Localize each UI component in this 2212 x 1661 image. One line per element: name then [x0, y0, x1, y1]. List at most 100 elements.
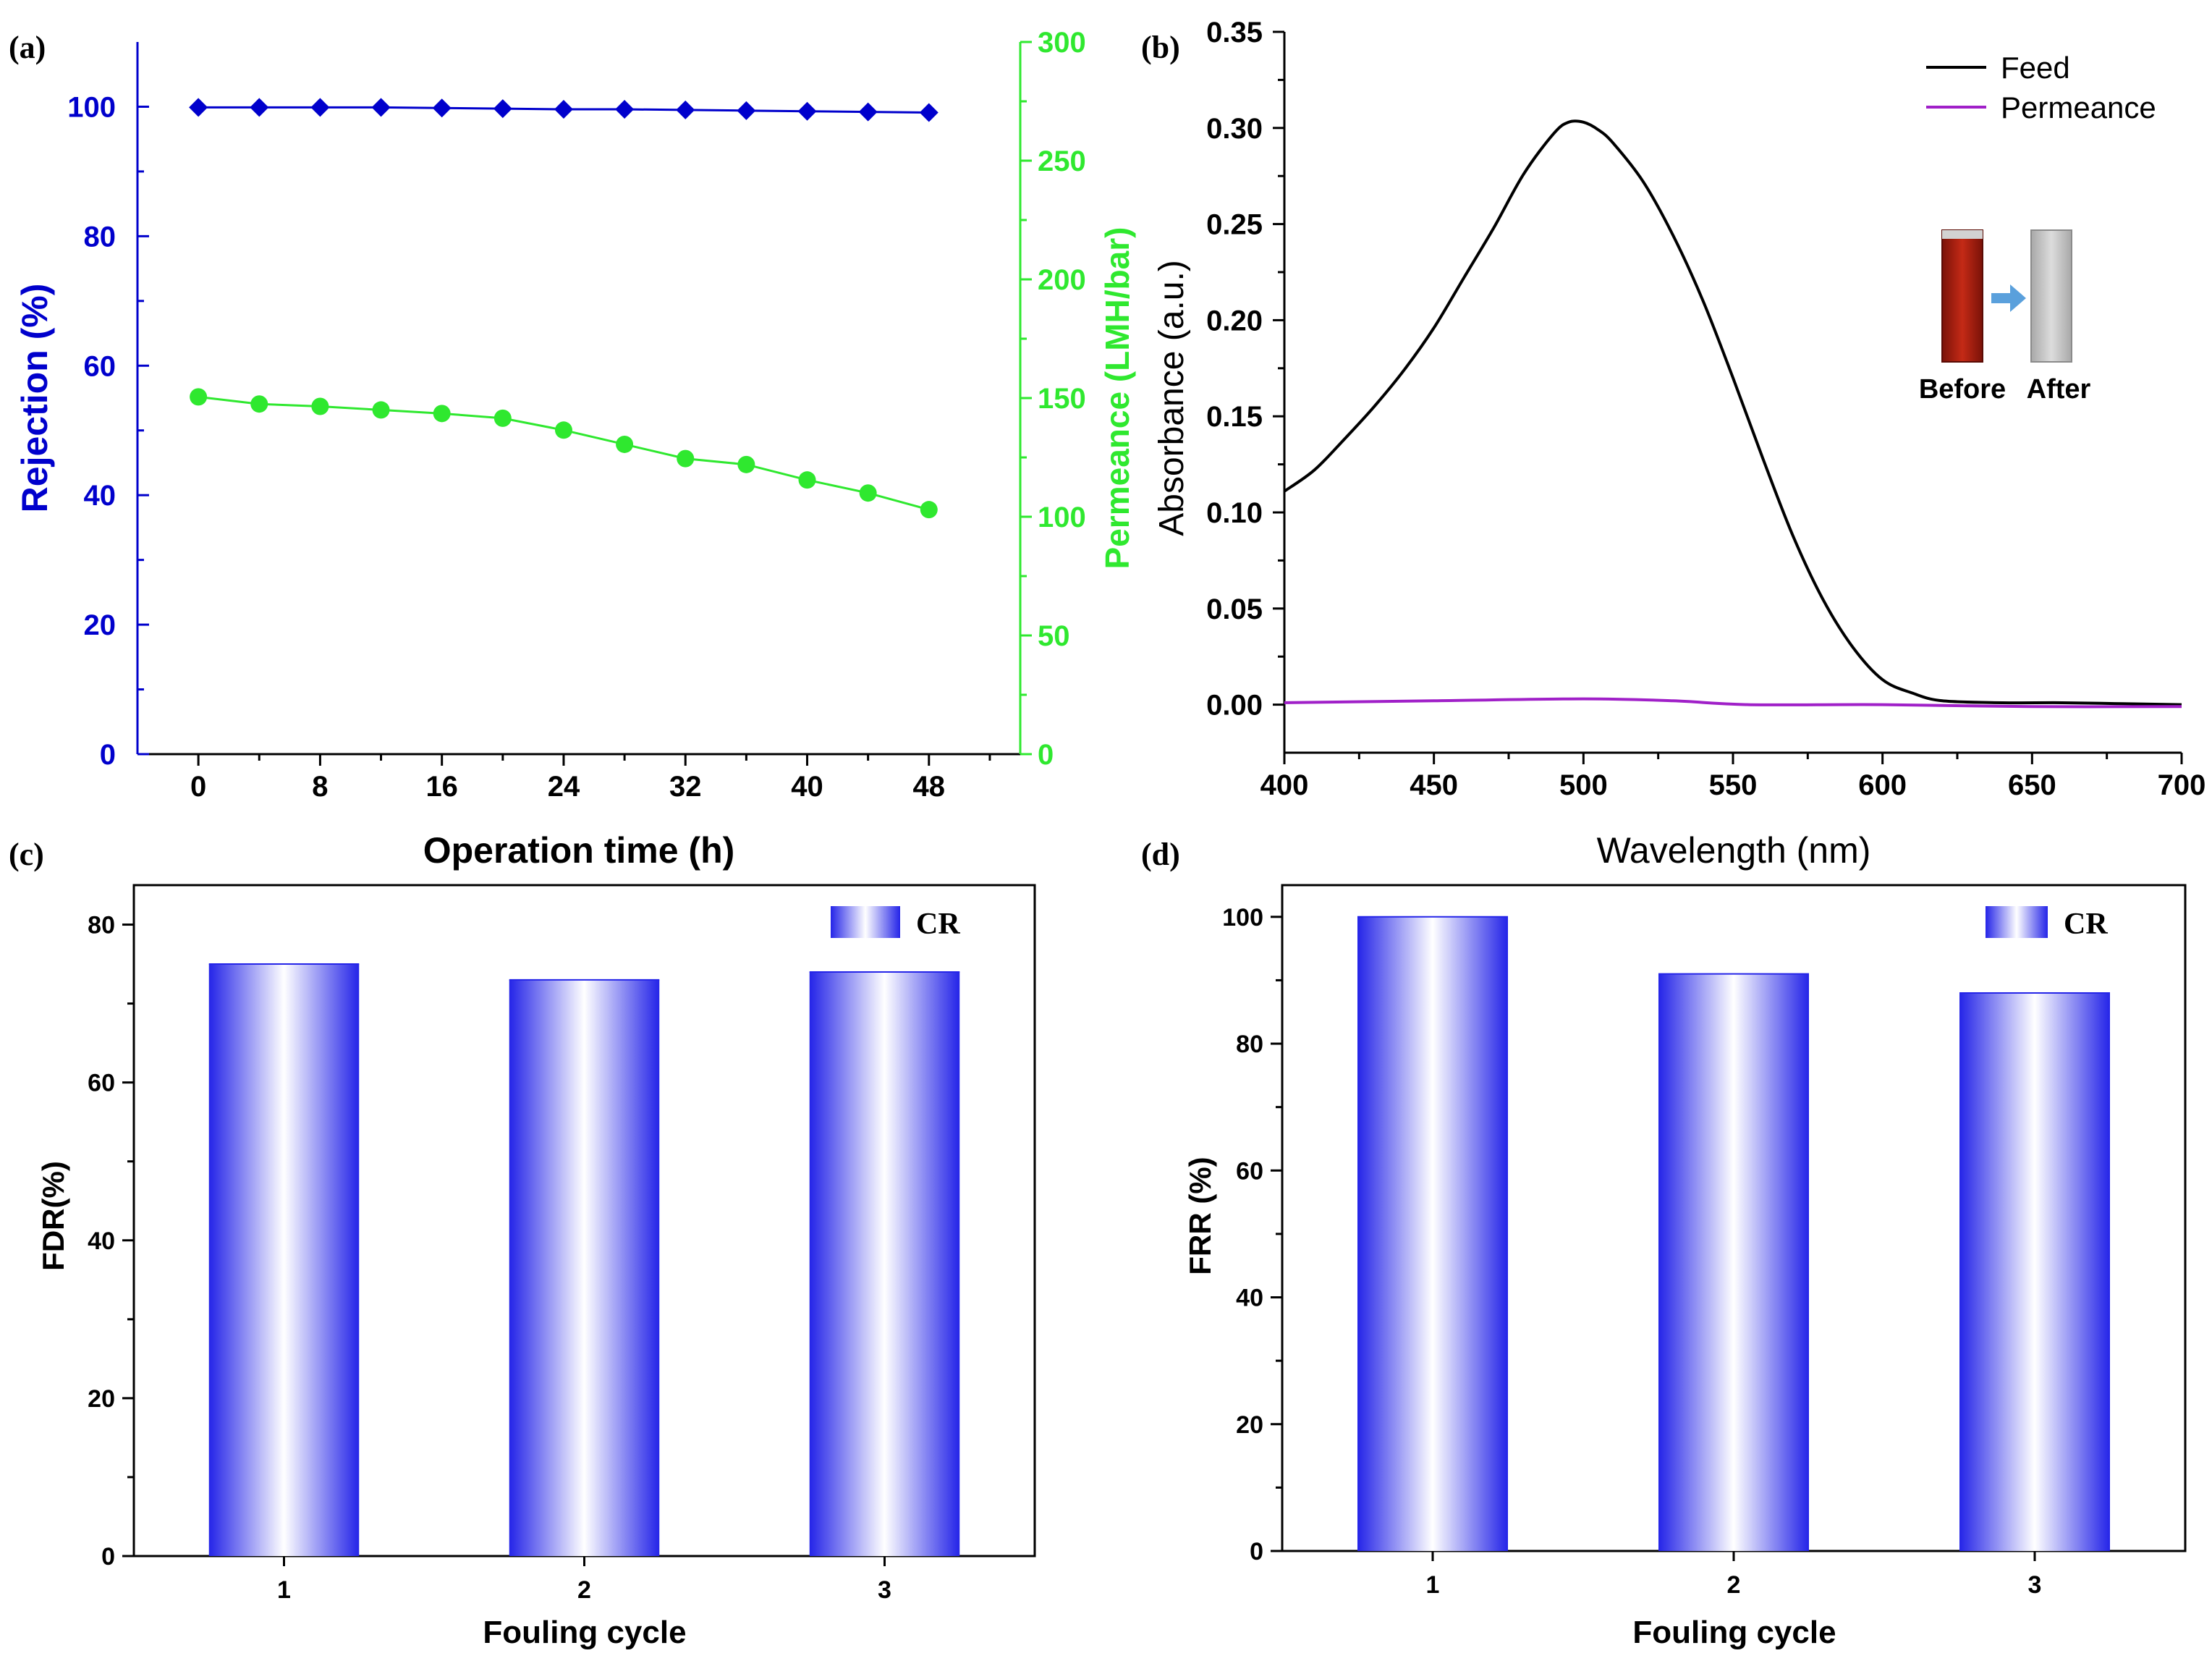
- rejection-point: [432, 98, 452, 118]
- panel-b-x-tick-label: 600: [1858, 769, 1907, 801]
- panel-c-bar: [809, 971, 960, 1556]
- rejection-point: [676, 100, 695, 119]
- permeance-point: [616, 435, 634, 453]
- panel-a-y2-axis-label: Permeance (LMH/bar): [1098, 227, 1136, 570]
- panel-d-bar: [1357, 916, 1508, 1551]
- permeance-point: [493, 409, 512, 427]
- panel-c-legend: CR: [831, 906, 960, 941]
- panel-a-x-tick-label: 0: [190, 771, 206, 803]
- inset-label-before: Before: [1919, 374, 2006, 405]
- panel-a-y-tick-label: 40: [84, 480, 116, 512]
- panel-d-y-tick-label: 100: [1222, 904, 1263, 931]
- panel-b-y-tick-label: 0.10: [1206, 497, 1263, 529]
- panel-a-y-tick-label: 60: [84, 350, 116, 382]
- permeance-point: [190, 388, 208, 406]
- panel-c-x-tick-label: 3: [878, 1576, 891, 1604]
- rejection-point: [554, 100, 573, 119]
- panel-d-y-tick-label: 0: [1250, 1538, 1263, 1565]
- panel-a-x-tick-label: 16: [425, 771, 458, 803]
- rejection-point: [797, 101, 817, 121]
- rejection-point: [737, 101, 756, 120]
- permeance-point: [677, 449, 695, 468]
- panel-a-x-axis-label: Operation time (h): [423, 830, 735, 871]
- panel-b-y-axis-label: Absorbance (a.u.): [1153, 260, 1191, 536]
- panel-c-y-tick-label: 20: [88, 1385, 115, 1413]
- panel-a-y2-tick-label: 0: [1038, 739, 1054, 771]
- panel-d-bar: [1959, 992, 2110, 1551]
- panel-d-y-axis-label: FRR (%): [1183, 1157, 1217, 1275]
- panel-b-y-tick-label: 0.05: [1206, 593, 1263, 625]
- permeance-point: [372, 401, 390, 419]
- panel-d-x-tick-label: 3: [2028, 1571, 2042, 1599]
- panel-a-y-tick-label: 0: [100, 739, 116, 771]
- panel-b-x-tick-label: 550: [1709, 769, 1758, 801]
- panel-a-y2-tick-label: 50: [1038, 620, 1070, 652]
- panel-a-y2-tick-label: 150: [1038, 383, 1086, 415]
- panel-a-y2-tick-label: 300: [1038, 27, 1086, 59]
- legend-swatch-cr: [831, 906, 900, 938]
- panel-d-frr: (d) 0 20 40 60 80 100 1 2 3 Fouling cycle FRR (%…: [1141, 837, 2187, 1650]
- panel-b-y-tick-label: 0.15: [1206, 401, 1263, 433]
- panel-c-y-tick-label: 60: [88, 1070, 115, 1097]
- panel-label-b: (b): [1141, 30, 1180, 65]
- series-line-permeance: [198, 395, 930, 511]
- panel-d-y-tick-label: 20: [1236, 1411, 1263, 1439]
- cuvette-before-image: [1941, 229, 1983, 363]
- panel-b-x-tick-label: 400: [1260, 769, 1309, 801]
- panel-a-y-tick-label: 100: [67, 91, 116, 123]
- cuvette-after-image: [2030, 229, 2072, 363]
- legend-label-permeance: Permeance: [2001, 90, 2156, 124]
- permeance-point: [798, 471, 816, 489]
- panel-a-rejection-permeance: (a) 0 8 16 24 32 40 48 0 20 40 60 80 100 0 50 100 150 200…: [9, 27, 1136, 871]
- permeance-point: [433, 405, 451, 423]
- permeance-point: [554, 421, 572, 439]
- panel-b-y-tick-label: 0.30: [1206, 113, 1263, 145]
- series-line-feed: [1283, 119, 2182, 706]
- permeance-point: [920, 501, 938, 519]
- panel-label-c: (c): [9, 837, 44, 872]
- panel-b-y-tick-label: 0.00: [1206, 690, 1263, 722]
- panel-c-y-tick-label: 40: [88, 1227, 115, 1255]
- inset-cuvette-photo: Before After: [1919, 229, 2091, 405]
- panel-d-x-tick-label: 1: [1426, 1571, 1440, 1599]
- rejection-point: [310, 98, 330, 117]
- panel-a-x-tick-label: 48: [913, 771, 946, 803]
- panel-label-a: (a): [9, 30, 46, 65]
- legend-label-feed: Feed: [2001, 51, 2070, 85]
- panel-c-y-tick-label: 80: [88, 912, 115, 939]
- panel-a-y2-tick-label: 100: [1038, 502, 1086, 533]
- panel-b-x-tick-label: 650: [2008, 769, 2056, 801]
- panel-a-y-tick-label: 20: [84, 609, 116, 641]
- panel-c-x-tick-label: 2: [577, 1576, 591, 1604]
- series-line-permeance: [1284, 697, 2182, 709]
- rejection-point: [250, 98, 269, 117]
- panel-d-x-tick-label: 2: [1727, 1571, 1741, 1599]
- rejection-point: [371, 98, 391, 117]
- panel-b-y-tick-label: 0.20: [1206, 305, 1263, 337]
- panel-a-y-tick-label: 80: [84, 221, 116, 253]
- permeance-point: [250, 395, 268, 413]
- panel-a-x-tick-label: 32: [669, 771, 702, 803]
- panel-a-y2-tick-label: 250: [1038, 145, 1086, 177]
- panel-d-bar: [1658, 973, 1809, 1551]
- rejection-point: [189, 98, 208, 117]
- panel-b-legend: Feed Permeance: [1926, 51, 2156, 124]
- panel-c-bar: [208, 964, 360, 1556]
- panel-a-x-tick-label: 40: [791, 771, 823, 803]
- permeance-point: [311, 397, 329, 415]
- panel-c-y-tick-label: 0: [101, 1543, 115, 1571]
- panel-c-y-axis-label: FDR(%): [36, 1161, 70, 1271]
- panel-a-y2-tick-label: 200: [1038, 264, 1086, 296]
- rejection-point: [493, 99, 512, 119]
- panel-b-x-tick-label: 450: [1410, 769, 1458, 801]
- panel-d-y-tick-label: 60: [1236, 1157, 1263, 1185]
- rejection-point: [858, 102, 878, 122]
- permeance-point: [737, 455, 755, 473]
- panel-b-x-tick-label: 500: [1559, 769, 1608, 801]
- panel-b-y-tick-label: 0.35: [1206, 17, 1263, 48]
- rejection-point: [615, 100, 635, 119]
- panel-a-x-tick-label: 8: [312, 771, 328, 803]
- panel-c-fdr: (c) 0 20 40 60 80 1 2 3 Fouling cycle FDR(%) CR: [9, 837, 1036, 1650]
- cuvette-before-cap: [1942, 230, 1983, 239]
